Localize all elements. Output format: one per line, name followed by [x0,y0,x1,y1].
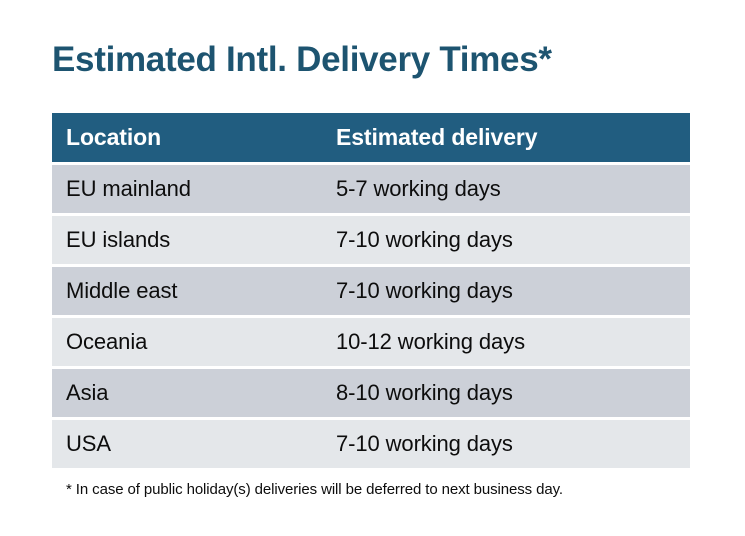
column-divider [316,113,322,162]
cell-estimated-delivery: 7-10 working days [322,420,690,468]
column-divider [316,216,322,264]
table-row: Oceania 10-12 working days [52,318,690,366]
cell-location: USA [52,420,316,468]
page-title: Estimated Intl. Delivery Times* [52,40,552,79]
column-divider [316,420,322,468]
column-header-location: Location [52,113,316,162]
table-row: EU islands 7-10 working days [52,216,690,264]
column-divider [316,267,322,315]
cell-estimated-delivery: 7-10 working days [322,267,690,315]
table-row: Asia 8-10 working days [52,369,690,417]
table-row: USA 7-10 working days [52,420,690,468]
cell-location: EU mainland [52,165,316,213]
column-divider [316,318,322,366]
footnote-text: * In case of public holiday(s) deliverie… [66,481,563,498]
table-header-row: Location Estimated delivery [52,113,690,162]
column-divider [316,369,322,417]
table-row: Middle east 7-10 working days [52,267,690,315]
cell-estimated-delivery: 10-12 working days [322,318,690,366]
cell-estimated-delivery: 7-10 working days [322,216,690,264]
cell-location: EU islands [52,216,316,264]
table-row: EU mainland 5-7 working days [52,165,690,213]
cell-location: Middle east [52,267,316,315]
cell-estimated-delivery: 8-10 working days [322,369,690,417]
column-divider [316,165,322,213]
delivery-times-table: Location Estimated delivery EU mainland … [52,113,690,468]
column-header-estimated-delivery: Estimated delivery [322,113,690,162]
cell-location: Oceania [52,318,316,366]
cell-estimated-delivery: 5-7 working days [322,165,690,213]
cell-location: Asia [52,369,316,417]
